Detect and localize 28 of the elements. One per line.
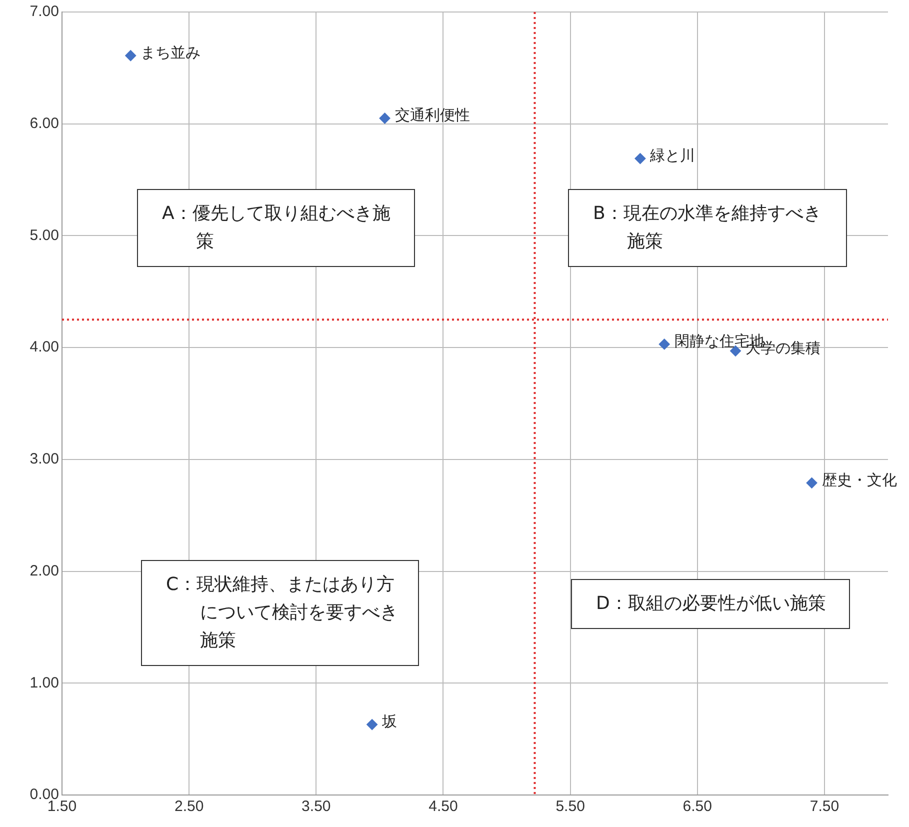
point [379, 112, 390, 124]
y-tick-label: 7.00 [30, 3, 59, 20]
point [658, 338, 670, 350]
series-label: 坂 [381, 712, 398, 730]
point [366, 719, 378, 730]
y-tick-label: 4.00 [30, 338, 59, 356]
annotation: C：現状維持、またはあり方について検討を要すべき施策 [141, 560, 419, 666]
point [125, 50, 136, 62]
annotation: D：取組の必要性が低い施策 [571, 579, 850, 629]
y-tick-label: 3.00 [30, 450, 59, 468]
series-label: 緑と川 [649, 146, 696, 164]
point [634, 153, 646, 164]
y-tick-label: 1.00 [30, 674, 59, 692]
point [806, 477, 818, 488]
x-tick-label: 6.50 [682, 798, 712, 816]
series-label: 歴史・文化 [822, 470, 897, 489]
x-tick-label: 2.50 [174, 798, 204, 816]
x-tick-label: 5.50 [556, 798, 585, 816]
x-tick-label: 7.50 [810, 798, 840, 816]
y-tick-label: 5.00 [30, 226, 59, 244]
series-label: まち並み [140, 44, 201, 62]
y-tick-label: 6.00 [30, 115, 59, 132]
annotation: A：優先して取り組むべき施策 [137, 189, 415, 267]
x-tick-label: 4.50 [428, 798, 458, 816]
x-tick-label: 3.50 [302, 798, 331, 816]
annotation: B：現在の水準を維持すべき施策 [568, 189, 847, 267]
series-label: 交通利便性 [394, 106, 470, 124]
y-tick-label: 2.00 [30, 562, 59, 580]
